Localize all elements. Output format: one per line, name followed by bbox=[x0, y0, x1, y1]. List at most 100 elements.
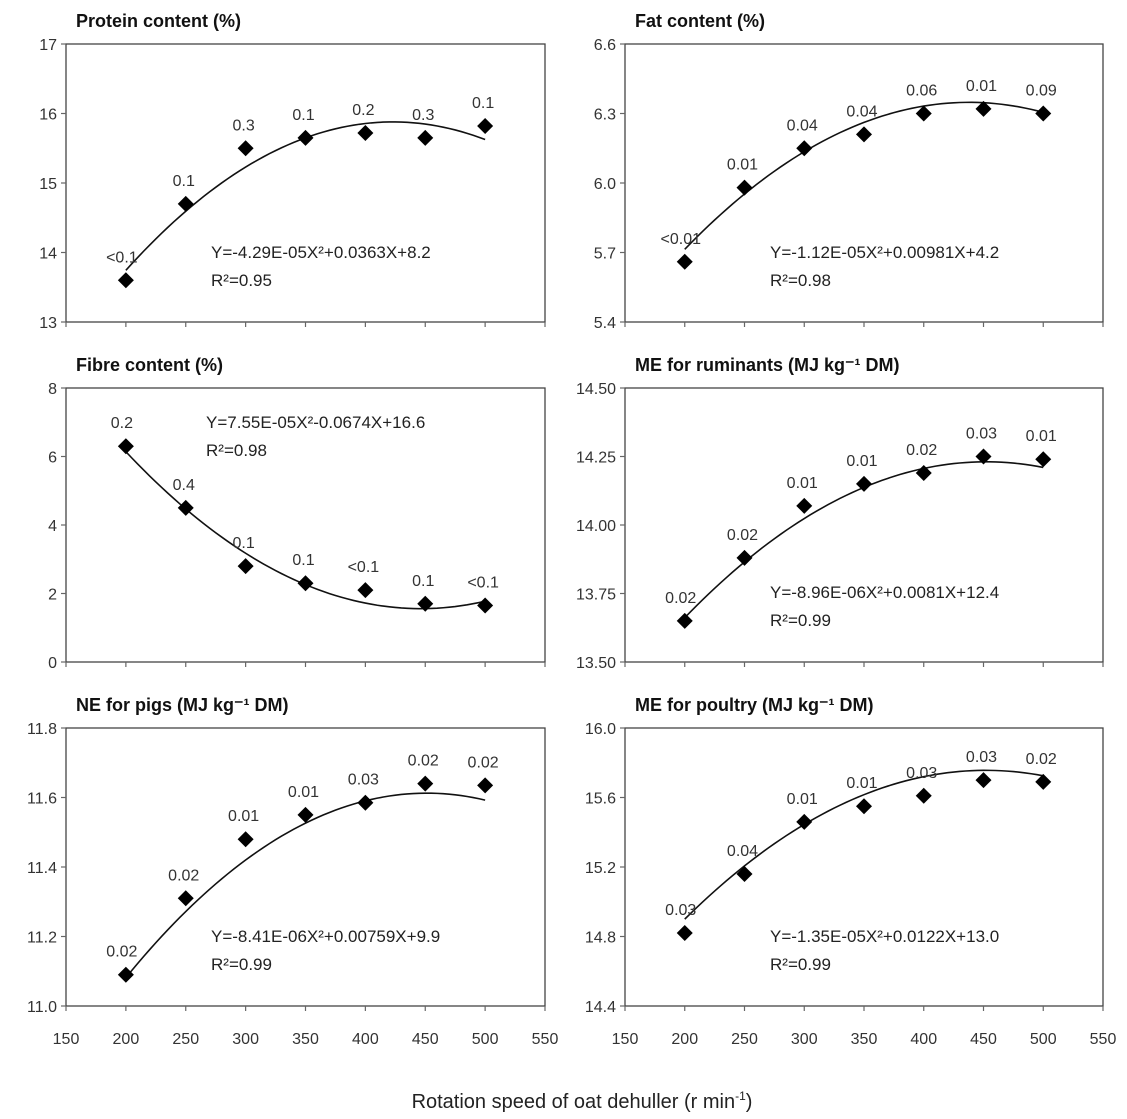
plot-area-frame bbox=[65, 43, 546, 323]
data-point-marker bbox=[237, 140, 254, 157]
x-tick-label: 550 bbox=[1090, 1031, 1117, 1048]
y-tick-label: 14 bbox=[39, 246, 57, 263]
data-point-marker bbox=[417, 775, 434, 792]
data-point-label: 0.01 bbox=[787, 791, 818, 808]
data-point-marker bbox=[297, 129, 314, 146]
data-point-label: 0.04 bbox=[727, 843, 758, 860]
fit-equation: Y=-4.29E-05X²+0.0363X+8.2 bbox=[211, 243, 431, 262]
x-tick-label: 400 bbox=[910, 1031, 937, 1048]
data-point-label: <0.1 bbox=[348, 559, 380, 576]
data-point-label: 0.01 bbox=[1026, 428, 1057, 445]
data-point-marker bbox=[297, 806, 314, 823]
x-axis-label-main: Rotation speed of oat dehuller (r min bbox=[412, 1091, 736, 1113]
fit-equation: Y=-1.12E-05X²+0.00981X+4.2 bbox=[770, 243, 999, 262]
data-point-label: 0.1 bbox=[173, 173, 195, 190]
x-tick-label: 350 bbox=[292, 1031, 319, 1048]
x-axis-label-end: ) bbox=[746, 1091, 753, 1113]
data-point-label: 0.09 bbox=[1026, 83, 1057, 100]
data-point-label: 0.1 bbox=[412, 573, 434, 590]
y-tick-label: 11.0 bbox=[27, 999, 57, 1016]
data-point-label: 0.03 bbox=[906, 765, 937, 782]
fit-equation: Y=7.55E-05X²-0.0674X+16.6 bbox=[206, 413, 425, 432]
data-point-marker bbox=[237, 558, 254, 575]
data-point-marker bbox=[177, 195, 194, 212]
x-tick-label: 150 bbox=[612, 1031, 639, 1048]
data-point-marker bbox=[1035, 105, 1052, 122]
panel-fibre: Fibre content (%) 0 2 4 6 8 0.2 0.4 0.1 0.1 <0.1 0.… bbox=[48, 355, 546, 672]
data-point-label: 0.4 bbox=[173, 477, 195, 494]
x-tick-label: 150 bbox=[53, 1031, 80, 1048]
y-tick-label: 15.6 bbox=[585, 791, 616, 808]
y-tick-label: 6 bbox=[48, 450, 57, 467]
data-point-label: 0.03 bbox=[966, 749, 997, 766]
data-point-marker bbox=[856, 475, 872, 492]
y-tick-label: 11.8 bbox=[27, 721, 57, 738]
data-point-label: 0.1 bbox=[233, 535, 255, 552]
data-point-marker bbox=[357, 124, 374, 141]
fit-curve bbox=[125, 792, 486, 979]
r-squared: R²=0.98 bbox=[206, 441, 267, 460]
data-point-marker bbox=[177, 499, 194, 516]
data-point-label: <0.1 bbox=[106, 249, 138, 266]
data-point-label: 0.01 bbox=[846, 453, 877, 470]
data-point-label: 0.04 bbox=[787, 117, 818, 134]
x-tick-label: 400 bbox=[352, 1031, 379, 1048]
panel-me-ruminants: ME for ruminants (MJ kg⁻¹ DM) 13.50 13.75 1… bbox=[576, 355, 1104, 672]
plot-area-frame bbox=[624, 727, 1104, 1007]
x-tick-label: 500 bbox=[472, 1031, 499, 1048]
panel-title: Protein content (%) bbox=[76, 11, 241, 31]
y-tick-label: 14.4 bbox=[585, 999, 616, 1016]
data-point-marker bbox=[357, 582, 374, 599]
y-tick-label: 13 bbox=[39, 315, 57, 332]
x-tick-label: 300 bbox=[232, 1031, 259, 1048]
y-tick-label: 6.3 bbox=[594, 107, 616, 124]
panel-title: ME for ruminants (MJ kg⁻¹ DM) bbox=[635, 355, 900, 375]
y-tick-label: 11.2 bbox=[27, 930, 57, 947]
x-tick-label: 250 bbox=[172, 1031, 199, 1048]
y-tick-label: 6.6 bbox=[594, 37, 616, 54]
data-point-marker bbox=[357, 794, 374, 811]
data-point-label: 0.03 bbox=[348, 772, 379, 789]
data-point-marker bbox=[117, 966, 134, 983]
data-point-label: 0.01 bbox=[727, 157, 758, 174]
fit-curve bbox=[684, 769, 1044, 920]
data-point-label: 0.01 bbox=[966, 78, 997, 95]
data-point-marker bbox=[117, 272, 134, 289]
data-point-marker bbox=[856, 126, 872, 143]
x-axis-label: Rotation speed of oat dehuller (r min-1) bbox=[412, 1089, 753, 1113]
x-tick-label: 450 bbox=[970, 1031, 997, 1048]
data-point-marker bbox=[856, 798, 872, 815]
x-tick-label: 200 bbox=[113, 1031, 140, 1048]
data-point-label: 0.2 bbox=[352, 102, 374, 119]
data-point-label: 0.01 bbox=[846, 775, 877, 792]
data-point-marker bbox=[975, 448, 992, 465]
fit-equation: Y=-1.35E-05X²+0.0122X+13.0 bbox=[770, 927, 999, 946]
x-tick-label: 300 bbox=[791, 1031, 818, 1048]
r-squared: R²=0.99 bbox=[770, 611, 831, 630]
data-point-label: 0.01 bbox=[787, 475, 818, 492]
data-point-marker bbox=[915, 105, 932, 122]
y-tick-label: 5.4 bbox=[594, 315, 616, 332]
data-point-label: 0.1 bbox=[472, 95, 494, 112]
panel-me-poultry: ME for poultry (MJ kg⁻¹ DM) 14.4 14.8 15.2 1… bbox=[585, 695, 1117, 1048]
fit-equation: Y=-8.41E-06X²+0.00759X+9.9 bbox=[211, 927, 440, 946]
y-tick-label: 2 bbox=[48, 587, 57, 604]
panel-title: Fibre content (%) bbox=[76, 355, 223, 375]
x-tick-label: 250 bbox=[731, 1031, 758, 1048]
data-point-marker bbox=[796, 140, 813, 157]
y-tick-label: 13.75 bbox=[576, 587, 616, 604]
data-point-marker bbox=[177, 890, 194, 907]
y-tick-label: 5.7 bbox=[594, 246, 616, 263]
y-tick-label: 14.50 bbox=[576, 381, 616, 398]
y-tick-label: 11.4 bbox=[27, 860, 57, 877]
data-point-label: <0.1 bbox=[467, 574, 499, 591]
data-point-marker bbox=[417, 129, 434, 146]
data-point-marker bbox=[975, 100, 992, 117]
x-tick-label: 550 bbox=[532, 1031, 559, 1048]
data-point-marker bbox=[1035, 773, 1052, 790]
data-point-marker bbox=[915, 787, 932, 804]
r-squared: R²=0.95 bbox=[211, 271, 272, 290]
data-point-label: 0.01 bbox=[228, 808, 259, 825]
data-point-marker bbox=[915, 464, 932, 481]
panel-title: NE for pigs (MJ kg⁻¹ DM) bbox=[76, 695, 289, 715]
